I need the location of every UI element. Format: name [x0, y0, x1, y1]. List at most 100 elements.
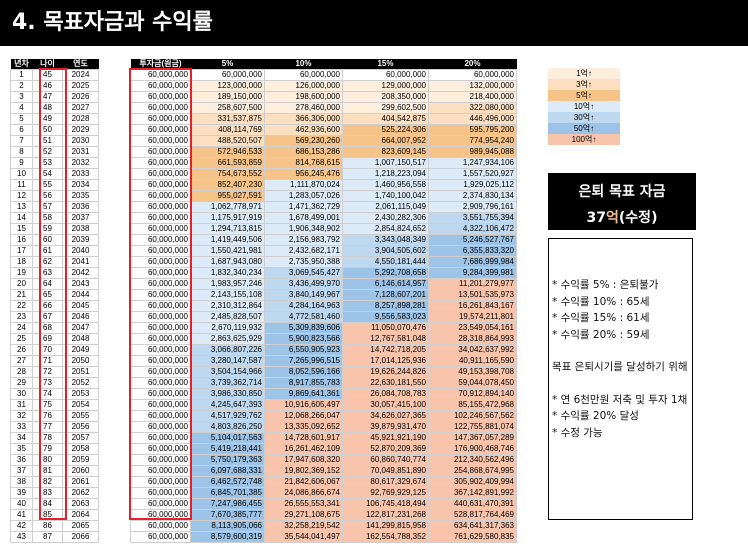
table-cell: 823,609,145	[342, 146, 429, 158]
table-row: 60,000,000 955,027,591 1,283,057,026 1,740,…	[130, 190, 517, 202]
table-cell: 76	[32, 410, 63, 422]
table-cell: 852,407,230	[190, 179, 265, 191]
table-row: 60,000,000 1,062,778,971 1,471,362,729 2,06…	[130, 201, 517, 213]
table-row: 43 87 2066	[10, 531, 99, 543]
table-cell: 59	[32, 223, 63, 235]
table-cell: 299,602,500	[342, 102, 429, 114]
table-cell: 1,740,100,042	[342, 190, 429, 202]
table-cell: 661,593,859	[190, 157, 265, 169]
table-row: 60,000,000 189,150,000 198,600,000 208,350,…	[130, 91, 517, 103]
table-cell: 13	[10, 201, 33, 213]
table-cell: 5	[10, 113, 33, 125]
table-row: 60,000,000 408,114,769 462,936,600 525,224,…	[130, 124, 517, 136]
table-cell: 2,485,828,507	[190, 311, 265, 323]
table-row: 16 60 2039	[10, 234, 99, 246]
table-row: 60,000,000 4,245,647,393 10,916,605,497 30,…	[130, 399, 517, 411]
table-row: 18 62 2041	[10, 256, 99, 268]
table-cell: 1,929,025,112	[428, 179, 517, 191]
table-cell: 3,343,048,349	[342, 234, 429, 246]
table-row: 11 55 2034	[10, 179, 99, 191]
table-cell: 24	[10, 322, 33, 334]
table-cell: 2033	[62, 168, 99, 180]
table-cell: 122,817,231,268	[342, 509, 429, 521]
goal-amount: 37억(수정)	[548, 207, 696, 227]
table-cell: 60,000,000	[130, 443, 191, 455]
table-cell: 26,555,553,341	[264, 498, 343, 510]
table-cell: 9	[10, 157, 33, 169]
table-cell: 45,921,921,190	[342, 432, 429, 444]
table-cell: 63	[32, 267, 63, 279]
table-cell: 1,983,957,246	[190, 278, 265, 290]
table-cell: 45	[32, 69, 63, 81]
table-cell: 69	[32, 333, 63, 345]
table-cell: 28,318,864,993	[428, 333, 517, 345]
table-cell: 38	[10, 476, 33, 488]
table-cell: 2028	[62, 113, 99, 125]
table-cell: 72	[32, 366, 63, 378]
table-row: 22 66 2045	[10, 300, 99, 312]
table-cell: 64	[32, 278, 63, 290]
table-cell: 989,945,088	[428, 146, 517, 158]
table-row: 60,000,000 6,097,688,331 19,802,369,152 70,…	[130, 465, 517, 477]
table-row: 60,000,000 3,066,807,226 6,550,905,923 14,7…	[130, 344, 517, 356]
table-cell: 27	[10, 355, 33, 367]
main-header-cell: 15%	[342, 59, 429, 70]
table-cell: 2,143,155,108	[190, 289, 265, 301]
table-cell: 51	[32, 135, 63, 147]
table-cell: 87	[32, 531, 63, 543]
table-row: 10 54 2033	[10, 168, 99, 180]
table-cell: 60,000,000	[130, 465, 191, 477]
table-cell: 60,000,000	[130, 102, 191, 114]
table-cell: 82	[32, 476, 63, 488]
table-cell: 31	[10, 399, 33, 411]
table-cell: 16,261,462,109	[264, 443, 343, 455]
table-row: 60,000,000 258,607,500 278,460,000 299,602,…	[130, 102, 517, 114]
legend-item: 100억↑	[548, 134, 620, 145]
table-cell: 5,900,823,566	[264, 333, 343, 345]
table-cell: 70,912,894,140	[428, 388, 517, 400]
table-cell: 84	[32, 498, 63, 510]
table-cell: 19,574,211,801	[428, 311, 517, 323]
table-cell: 23	[10, 311, 33, 323]
table-row: 31 75 2054	[10, 399, 99, 411]
table-cell: 80	[32, 454, 63, 466]
table-cell: 664,007,952	[342, 135, 429, 147]
table-cell: 57	[32, 201, 63, 213]
table-row: 3 47 2026	[10, 91, 99, 103]
table-cell: 3,069,545,427	[264, 267, 343, 279]
table-cell: 22	[10, 300, 33, 312]
note-line: * 수익률 15% : 61세	[552, 312, 650, 324]
table-cell: 1,247,934,106	[428, 157, 517, 169]
table-cell: 53	[32, 157, 63, 169]
table-cell: 956,245,476	[264, 168, 343, 180]
table-cell: 60,000,000	[130, 377, 191, 389]
table-cell: 1,419,449,506	[190, 234, 265, 246]
table-cell: 37	[10, 465, 33, 477]
table-cell: 2,735,950,388	[264, 256, 343, 268]
table-cell: 60,000,000	[130, 146, 191, 158]
table-cell: 2046	[62, 311, 99, 323]
table-row: 60,000,000 1,550,421,981 2,432,682,171 3,90…	[130, 245, 517, 257]
table-cell: 46	[32, 80, 63, 92]
table-cell: 77	[32, 421, 63, 433]
table-cell: 36	[10, 454, 33, 466]
table-row: 37 81 2060	[10, 465, 99, 477]
table-cell: 60,000,000	[130, 234, 191, 246]
table-cell: 5,419,218,441	[190, 443, 265, 455]
table-cell: 14	[10, 212, 33, 224]
table-cell: 1,111,870,024	[264, 179, 343, 191]
table-row: 60,000,000 2,670,119,932 5,309,839,606 11,0…	[130, 322, 517, 334]
table-cell: 4	[10, 102, 33, 114]
table-cell: 43	[10, 531, 33, 543]
table-row: 60,000,000 5,419,218,441 16,261,462,109 52,…	[130, 443, 517, 455]
table-cell: 60,000,000	[130, 355, 191, 367]
table-cell: 2066	[62, 531, 99, 543]
table-row: 39 83 2062	[10, 487, 99, 499]
table-cell: 9,869,641,361	[264, 388, 343, 400]
table-cell: 60	[32, 234, 63, 246]
table-cell: 331,537,875	[190, 113, 265, 125]
table-cell: 2050	[62, 355, 99, 367]
table-row: 23 67 2046	[10, 311, 99, 323]
table-cell: 2031	[62, 146, 99, 158]
table-row: 29 73 2052	[10, 377, 99, 389]
